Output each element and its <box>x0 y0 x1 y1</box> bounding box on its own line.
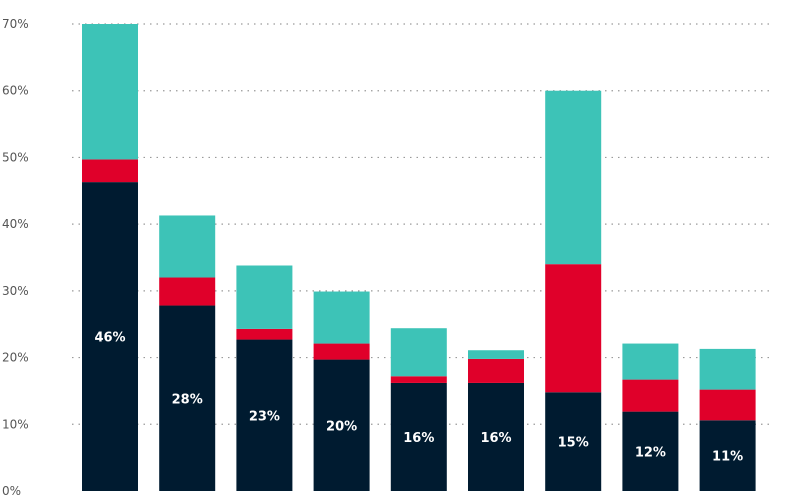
y-tick-label: 70% <box>2 17 29 31</box>
data-label: 46% <box>94 331 125 346</box>
bar-segment <box>159 277 216 306</box>
bar-segment <box>82 24 138 160</box>
bar-segment <box>545 264 602 393</box>
bar-segment <box>468 382 524 491</box>
data-label: 20% <box>326 419 357 434</box>
bar-segment <box>390 382 447 491</box>
bar-segment <box>468 358 524 383</box>
data-label: 16% <box>480 431 511 446</box>
bar-segment <box>545 90 602 265</box>
bar-segment <box>545 392 602 491</box>
data-label: 11% <box>712 450 743 465</box>
bar-segment <box>622 411 679 491</box>
bar-segment <box>236 265 293 329</box>
bar-segment <box>236 328 293 340</box>
data-label: 12% <box>635 445 666 460</box>
y-tick-label: 20% <box>2 351 29 365</box>
bar-segment <box>699 420 756 491</box>
bar-segment <box>390 376 447 383</box>
y-tick-label: 10% <box>2 417 29 431</box>
y-tick-label: 50% <box>2 150 29 164</box>
bar-segment <box>236 339 293 491</box>
bar-segment <box>699 348 756 390</box>
bar-segment <box>622 379 679 412</box>
y-tick-label: 30% <box>2 284 29 298</box>
bar-segment <box>82 159 138 183</box>
data-label: 16% <box>403 431 434 446</box>
data-label: 15% <box>558 436 589 451</box>
bar-segment <box>313 359 370 491</box>
bar-segment <box>159 305 216 491</box>
bar-segment <box>390 328 447 377</box>
bar-segment <box>468 350 524 359</box>
data-label: 23% <box>249 409 280 424</box>
bar-segment <box>699 389 756 421</box>
y-tick-label: 40% <box>2 217 29 231</box>
bar-segment <box>313 343 370 360</box>
bar-segment <box>159 215 216 278</box>
bar-segment <box>313 291 370 344</box>
data-label: 28% <box>172 392 203 407</box>
bar-segment <box>82 182 138 491</box>
y-tick-label: 60% <box>2 84 29 98</box>
bar-segment <box>622 343 679 380</box>
y-tick-label: 0% <box>2 484 21 498</box>
